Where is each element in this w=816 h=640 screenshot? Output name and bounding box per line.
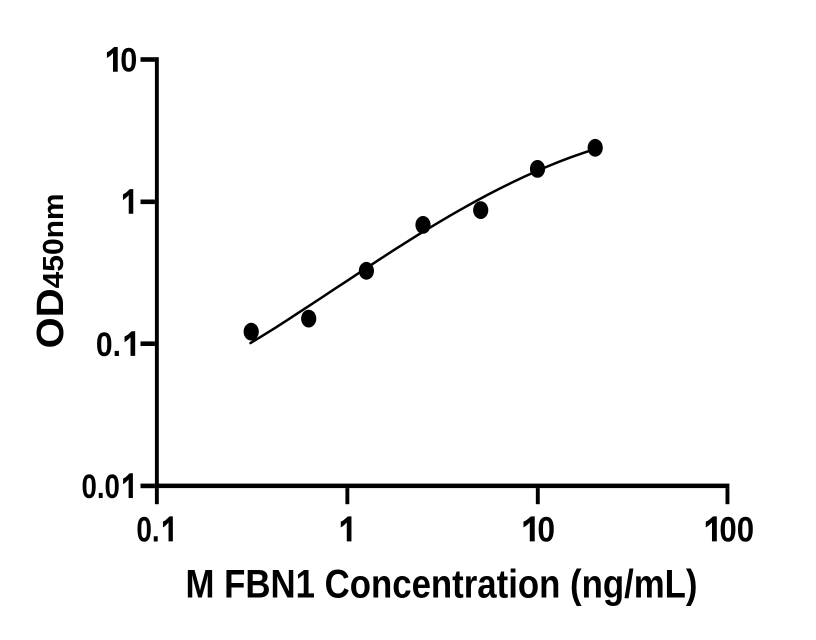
svg-text:0: 0	[537, 510, 555, 549]
svg-text:OD450nm: OD450nm	[30, 193, 72, 348]
svg-text:00: 00	[719, 510, 754, 549]
svg-text:0.0: 0.0	[82, 468, 120, 506]
svg-text:0.: 0.	[96, 326, 121, 364]
svg-text:M FBN1 Concentration (ng/mL): M FBN1 Concentration (ng/mL)	[186, 563, 698, 607]
svg-text:0.: 0.	[136, 510, 159, 549]
svg-text:0: 0	[120, 42, 137, 80]
